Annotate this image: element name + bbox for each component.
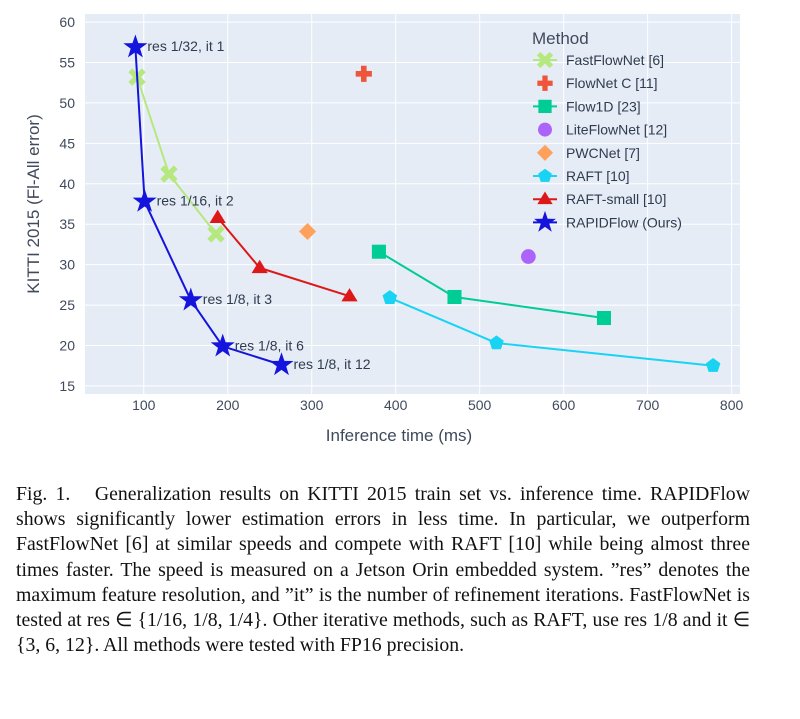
data-point-fastflownet-6-3 xyxy=(207,225,225,243)
series-flownet-c-11 xyxy=(355,65,372,82)
y-tick-label-60: 60 xyxy=(59,14,75,30)
y-tick-label-30: 30 xyxy=(59,257,75,273)
x-tick-label-100: 100 xyxy=(132,397,156,413)
figure-caption: Fig. 1. Generalization results on KITTI … xyxy=(16,482,750,658)
caption-label: Fig. 1. xyxy=(16,483,71,505)
annotation-3: res 1/8, it 3 xyxy=(203,291,272,307)
legend-item-flownet-c-11: FlowNet C [11] xyxy=(537,75,658,91)
series-raft-small-10 xyxy=(209,209,358,302)
data-point-raft-10-1 xyxy=(382,290,398,304)
legend-title: Method xyxy=(532,29,589,48)
annotation-5: res 1/8, it 12 xyxy=(294,356,371,372)
y-tick-label-55: 55 xyxy=(59,55,75,71)
legend-marker-flownet-c-11 xyxy=(537,75,553,91)
series-flow1d-23 xyxy=(371,244,611,326)
x-tick-labels: 100 200 300 400 500 600 700 800 xyxy=(132,397,743,413)
series-rapidflow-ours xyxy=(123,34,294,376)
legend-label-flownet-c-11: FlowNet C [11] xyxy=(566,75,658,91)
data-point-raft-small-10-3 xyxy=(341,288,358,302)
legend-label-fastflownet-6: FastFlowNet [6] xyxy=(566,52,664,68)
point-annotations: res 1/32, it 1 res 1/16, it 2 res 1/8, it … xyxy=(147,38,370,372)
x-tick-label-700: 700 xyxy=(636,397,660,413)
x-tick-label-400: 400 xyxy=(384,397,408,413)
data-point-rapidflow-ours-3 xyxy=(178,287,203,311)
legend-marker-liteflownet-12 xyxy=(538,122,552,137)
legend-label-rapidflow-ours: RAPIDFlow (Ours) xyxy=(566,214,682,230)
legend-items: FastFlowNet [6] FlowNet C [11] Flow1D [23]… xyxy=(533,51,682,232)
legend-label-raft-10: RAFT [10] xyxy=(566,168,630,184)
y-tick-label-25: 25 xyxy=(59,297,75,313)
y-axis-title: KITTI 2015 (Fl-All error) xyxy=(24,114,43,293)
x-tick-label-600: 600 xyxy=(552,397,576,413)
data-point-raft-10-3 xyxy=(705,358,721,372)
x-tick-label-300: 300 xyxy=(300,397,324,413)
legend-item-raft-small-10: RAFT-small [10] xyxy=(533,191,666,207)
legend: Method FastFlowNet [6] FlowNet C [11] Flow… xyxy=(532,29,682,232)
y-tick-labels: 15 20 25 30 35 40 45 50 55 60 xyxy=(59,14,75,394)
y-tick-label-50: 50 xyxy=(59,95,75,111)
legend-item-raft-10: RAFT [10] xyxy=(533,168,630,184)
legend-label-raft-small-10: RAFT-small [10] xyxy=(566,191,666,207)
legend-marker-raft-small-10 xyxy=(537,191,553,205)
caption-text: Generalization results on KITTI 2015 tra… xyxy=(16,483,750,657)
x-tick-label-500: 500 xyxy=(468,397,492,413)
legend-item-pwcnet-7: PWCNet [7] xyxy=(536,144,640,161)
x-axis-title: Inference time (ms) xyxy=(326,426,472,445)
x-tick-label-200: 200 xyxy=(216,397,240,413)
data-point-rapidflow-ours-1 xyxy=(123,34,148,58)
legend-label-flow1d-23: Flow1D [23] xyxy=(566,98,641,114)
legend-item-liteflownet-12: LiteFlowNet [12] xyxy=(538,122,667,138)
legend-label-pwcnet-7: PWCNet [7] xyxy=(566,145,640,161)
data-point-pwcnet-7-1 xyxy=(298,222,317,241)
y-tick-label-40: 40 xyxy=(59,176,75,192)
legend-marker-pwcnet-7 xyxy=(536,144,554,161)
legend-marker-rapidflow-ours xyxy=(534,210,556,232)
series-pwcnet-7 xyxy=(298,222,317,241)
data-point-flow1d-23-2 xyxy=(447,289,462,304)
annotation-4: res 1/8, it 6 xyxy=(235,337,304,353)
data-point-raft-small-10-2 xyxy=(251,259,268,274)
y-tick-label-35: 35 xyxy=(59,216,75,232)
y-tick-label-15: 15 xyxy=(59,378,75,394)
x-tick-label-800: 800 xyxy=(720,397,744,413)
series-liteflownet-12 xyxy=(521,249,536,264)
plot-area xyxy=(85,14,740,394)
data-point-rapidflow-ours-4 xyxy=(210,333,235,357)
legend-label-liteflownet-12: LiteFlowNet [12] xyxy=(566,122,667,138)
series-raft-10 xyxy=(382,290,721,372)
legend-item-fastflownet-6: FastFlowNet [6] xyxy=(533,51,664,69)
data-point-raft-small-10-1 xyxy=(209,209,226,224)
data-point-rapidflow-ours-5 xyxy=(269,352,294,376)
data-point-fastflownet-6-2 xyxy=(160,165,178,183)
data-point-flownet-c-11-1 xyxy=(355,65,372,82)
legend-marker-flow1d-23 xyxy=(538,99,552,114)
data-point-liteflownet-12-1 xyxy=(521,249,536,264)
y-tick-label-20: 20 xyxy=(59,337,75,353)
figure-plot: 100 200 300 400 500 600 700 800 15 20 25 30 35 40 45 5… xyxy=(24,14,743,445)
data-point-flow1d-23-3 xyxy=(596,310,611,326)
series-fastflownet-6 xyxy=(128,68,225,243)
grid-lines xyxy=(85,14,740,394)
legend-item-flow1d-23: Flow1D [23] xyxy=(533,98,641,114)
data-point-rapidflow-ours-2 xyxy=(132,188,157,212)
data-point-flow1d-23-1 xyxy=(371,244,386,259)
annotation-2: res 1/16, it 2 xyxy=(157,193,234,209)
data-point-raft-10-2 xyxy=(489,335,504,350)
y-tick-label-45: 45 xyxy=(59,135,75,151)
legend-item-rapidflow-ours: RAPIDFlow (Ours) xyxy=(533,210,682,232)
annotation-1: res 1/32, it 1 xyxy=(147,38,224,54)
legend-marker-raft-10 xyxy=(538,168,552,182)
legend-marker-fastflownet-6 xyxy=(536,51,554,69)
data-series xyxy=(123,34,721,376)
